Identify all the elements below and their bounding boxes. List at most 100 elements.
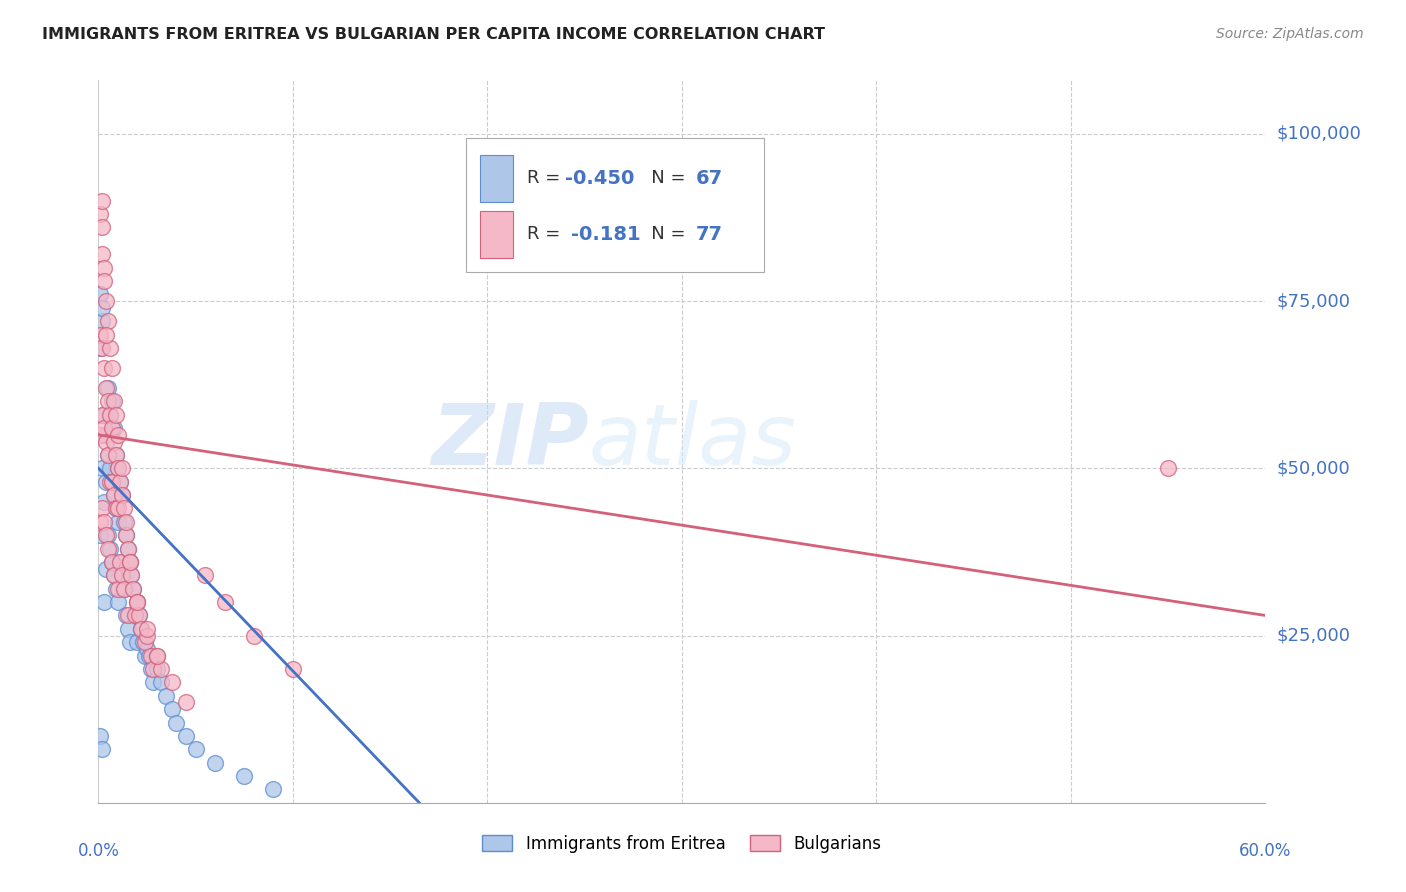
Point bbox=[93, 595, 115, 609]
Point bbox=[89, 327, 111, 342]
Point bbox=[93, 494, 115, 508]
Point bbox=[149, 662, 172, 676]
Text: N =: N = bbox=[634, 169, 692, 187]
Point bbox=[204, 756, 226, 770]
Point bbox=[103, 421, 125, 435]
Point bbox=[112, 501, 135, 516]
Point bbox=[146, 662, 169, 676]
Point bbox=[127, 635, 149, 649]
Point bbox=[93, 361, 115, 376]
Point bbox=[127, 595, 149, 609]
Point bbox=[132, 635, 155, 649]
Point bbox=[97, 528, 120, 542]
Point bbox=[162, 675, 184, 690]
Point bbox=[97, 448, 120, 462]
Point bbox=[89, 341, 111, 355]
Point bbox=[101, 555, 124, 569]
Point bbox=[104, 448, 127, 462]
Point bbox=[104, 408, 127, 422]
Point bbox=[111, 488, 134, 502]
Point bbox=[101, 475, 124, 489]
Point bbox=[103, 568, 125, 582]
Point bbox=[184, 742, 207, 756]
Point bbox=[103, 488, 125, 502]
Point bbox=[96, 293, 118, 308]
Point bbox=[108, 475, 131, 489]
Point bbox=[146, 648, 169, 663]
Point bbox=[103, 488, 125, 502]
Point bbox=[233, 769, 256, 783]
Point bbox=[118, 555, 141, 569]
Point bbox=[134, 648, 156, 663]
Point bbox=[114, 528, 136, 542]
Point bbox=[101, 421, 124, 435]
Text: 60.0%: 60.0% bbox=[1239, 842, 1292, 860]
Point bbox=[121, 568, 143, 582]
Point bbox=[93, 408, 115, 422]
Point bbox=[98, 475, 121, 489]
Text: 67: 67 bbox=[696, 169, 723, 187]
Point bbox=[136, 642, 159, 657]
Point bbox=[136, 622, 159, 636]
Point bbox=[112, 515, 135, 529]
Point bbox=[107, 427, 129, 442]
Point bbox=[89, 729, 111, 743]
Point bbox=[98, 408, 121, 422]
Point bbox=[89, 427, 111, 442]
Point bbox=[111, 568, 134, 582]
FancyBboxPatch shape bbox=[465, 138, 763, 272]
Point bbox=[107, 501, 129, 516]
Point bbox=[104, 448, 127, 462]
Point bbox=[89, 207, 111, 221]
Point bbox=[103, 434, 125, 449]
Point bbox=[111, 568, 134, 582]
Text: N =: N = bbox=[634, 226, 692, 244]
Point bbox=[104, 501, 127, 516]
Point bbox=[139, 662, 162, 676]
Text: atlas: atlas bbox=[589, 400, 797, 483]
Point bbox=[124, 608, 146, 623]
Point bbox=[165, 715, 187, 730]
Text: ZIP: ZIP bbox=[430, 400, 589, 483]
Point bbox=[122, 582, 145, 596]
Point bbox=[134, 635, 156, 649]
Point bbox=[91, 220, 114, 235]
Point bbox=[93, 260, 115, 275]
Point bbox=[128, 608, 150, 623]
Point bbox=[114, 515, 136, 529]
Point bbox=[93, 421, 115, 435]
Text: 77: 77 bbox=[696, 225, 723, 244]
Point bbox=[98, 461, 121, 475]
Point bbox=[117, 608, 139, 623]
Text: R =: R = bbox=[527, 169, 565, 187]
Point bbox=[107, 515, 129, 529]
Point bbox=[103, 568, 125, 582]
Point bbox=[103, 394, 125, 409]
Point bbox=[112, 582, 135, 596]
Point bbox=[281, 662, 304, 676]
Point bbox=[101, 475, 124, 489]
Point bbox=[93, 274, 115, 288]
Point bbox=[91, 314, 114, 328]
Point bbox=[214, 595, 236, 609]
Point bbox=[96, 528, 118, 542]
Point bbox=[97, 381, 120, 395]
Point bbox=[142, 675, 165, 690]
Point bbox=[122, 582, 145, 596]
Point bbox=[194, 568, 217, 582]
Point bbox=[91, 461, 114, 475]
Text: $100,000: $100,000 bbox=[1277, 125, 1361, 143]
Legend: Immigrants from Eritrea, Bulgarians: Immigrants from Eritrea, Bulgarians bbox=[475, 828, 889, 860]
Point bbox=[174, 696, 197, 710]
Point bbox=[89, 515, 111, 529]
Point bbox=[98, 408, 121, 422]
Point bbox=[96, 475, 118, 489]
Point bbox=[108, 555, 131, 569]
Point bbox=[108, 475, 131, 489]
Point bbox=[127, 595, 149, 609]
Point bbox=[96, 427, 118, 442]
Point bbox=[104, 582, 127, 596]
Point bbox=[138, 648, 160, 663]
Point bbox=[117, 541, 139, 556]
Point bbox=[142, 662, 165, 676]
